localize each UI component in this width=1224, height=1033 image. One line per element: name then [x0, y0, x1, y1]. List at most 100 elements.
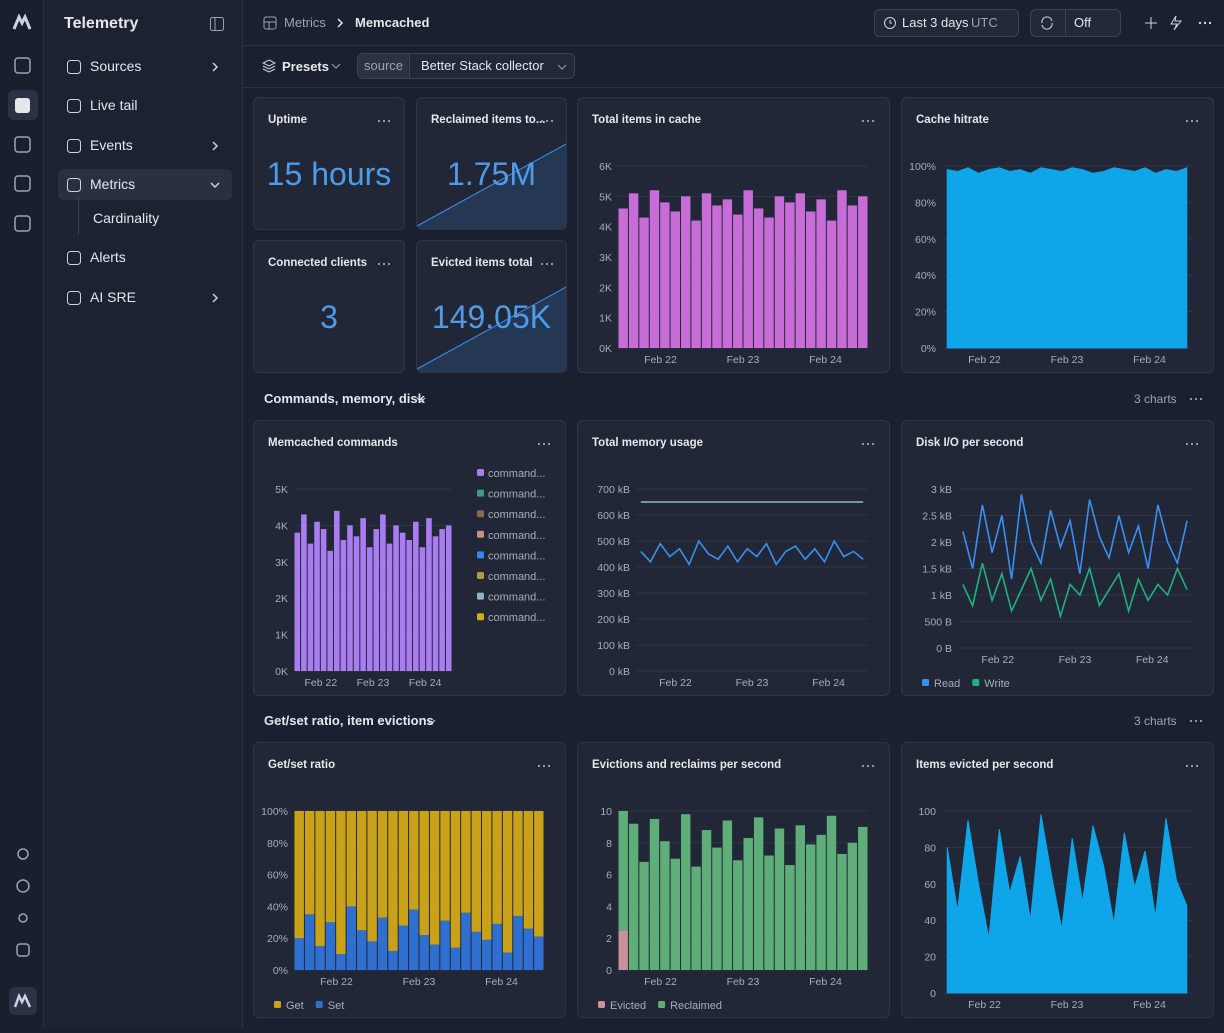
bar [816, 834, 826, 970]
filter[interactable]: source Better Stack collector [357, 53, 575, 79]
nav-item[interactable]: Cardinality [78, 203, 232, 234]
x-tick-label: Feb 22 [320, 976, 353, 988]
nav-item[interactable]: Alerts [58, 242, 232, 273]
nav-item[interactable]: Sources [58, 51, 232, 82]
refresh[interactable]: Off [1030, 9, 1121, 37]
bar [315, 946, 325, 970]
more-menu[interactable] [1184, 118, 1200, 124]
bar [367, 811, 377, 942]
more-menu[interactable] [536, 763, 552, 769]
bar [304, 914, 315, 970]
y-tick-label: 60% [915, 234, 936, 246]
y-tick-label: 200 kB [597, 614, 630, 626]
y-tick-label: 40 [924, 915, 936, 927]
more-menu[interactable] [536, 441, 552, 447]
bar [858, 196, 868, 348]
y-tick-label: 40% [915, 270, 936, 282]
more-menu[interactable] [1188, 396, 1204, 402]
sidebar-title: Telemetry [64, 15, 139, 32]
x-tick-label: Feb 22 [644, 354, 677, 366]
nav-item[interactable]: Metrics [58, 169, 232, 200]
presets[interactable]: Presets [282, 59, 329, 74]
refresh-label: Off [1074, 15, 1092, 30]
time-range[interactable]: Last 3 days UTC [874, 9, 1019, 37]
filter-value: Better Stack collector [421, 58, 544, 73]
more-menu[interactable] [1184, 441, 1200, 447]
x-tick-label: Feb 22 [644, 976, 677, 988]
chart-title: Disk I/O per second [916, 437, 1024, 449]
dot [871, 442, 875, 446]
bar [492, 923, 502, 970]
timezone: UTC [971, 15, 998, 30]
bar [426, 518, 432, 671]
dot [382, 119, 386, 123]
more-menu[interactable] [539, 118, 555, 124]
chevron [212, 62, 219, 72]
dot [1185, 442, 1189, 446]
bar [440, 811, 450, 921]
bar [858, 826, 868, 970]
stat-panel: Evicted items total 149.05K [416, 240, 567, 373]
more-menu[interactable] [860, 441, 876, 447]
chart-panel: Total memory usage 0 kB 100 kB 200 kB 300 kB… [577, 420, 890, 696]
bar [523, 811, 534, 929]
y-tick-label: 20 [924, 952, 936, 964]
y-tick-label: 300 kB [597, 588, 630, 600]
nav-item[interactable]: Events [58, 130, 232, 161]
breadcrumb[interactable]: Metrics [284, 15, 326, 30]
icon [67, 99, 81, 113]
sidebar: Telemetry Sources Live tail Events Metrics C… [44, 0, 243, 1028]
chevron-path [212, 141, 219, 151]
chart: 0 B 500 B 1 kB 1.5 kB 2 kB 2.5 kB 3 kB Feb 22 Fe… [922, 484, 1192, 690]
dot [1190, 442, 1194, 446]
y-tick-label: 6 [606, 870, 612, 882]
more-menu[interactable] [539, 261, 555, 267]
more-menu[interactable] [376, 118, 392, 124]
top-actions[interactable] [1143, 15, 1213, 31]
legend-swatch [598, 1001, 605, 1008]
bar [413, 521, 419, 671]
bar [440, 920, 450, 970]
more-menu[interactable] [376, 261, 392, 267]
section-title[interactable]: Get/set ratio, item evictions [264, 713, 434, 728]
y-tick-label: 0% [273, 965, 288, 977]
bar [837, 853, 847, 970]
nav-label: Cardinality [93, 210, 160, 226]
collapse-icon[interactable] [209, 16, 225, 32]
legend-label: command... [488, 530, 545, 542]
x-tick-label: Feb 24 [809, 354, 842, 366]
dot [871, 119, 875, 123]
bar [743, 838, 753, 970]
y-tick-label: 2 kB [931, 537, 952, 549]
y-tick-label: 60% [267, 870, 288, 882]
x-tick-label: Feb 24 [1136, 654, 1169, 666]
more-menu[interactable] [860, 763, 876, 769]
bar [346, 906, 356, 970]
x-tick-label: Feb 22 [305, 677, 338, 689]
chevron-path [210, 182, 220, 189]
section-title[interactable]: Commands, memory, disk [264, 391, 425, 406]
more-menu[interactable] [860, 118, 876, 124]
x-tick-label: Feb 24 [1133, 354, 1166, 366]
y-tick-label: 0 [606, 965, 612, 977]
nav-item[interactable]: Live tail [58, 90, 232, 121]
y-tick-label: 0 kB [609, 666, 630, 678]
chart-panel: Get/set ratio 0% 20% 40% 60% 80% 100% Feb 22 Feb… [253, 742, 566, 1018]
y-tick-label: 2 [606, 933, 612, 945]
dot [387, 119, 391, 123]
dot [377, 119, 381, 123]
more-menu[interactable] [1184, 763, 1200, 769]
y-tick-label: 4K [599, 222, 612, 234]
x-tick-label: Feb 23 [736, 677, 769, 689]
dot [550, 262, 554, 266]
dot [1185, 764, 1189, 768]
legend-swatch [477, 489, 484, 497]
bar [649, 818, 660, 970]
legend-label: command... [488, 509, 545, 521]
nav-item[interactable]: AI SRE [58, 282, 232, 313]
x-tick-label: Feb 24 [809, 976, 842, 988]
y-tick-label: 100% [909, 161, 936, 173]
legend-swatch [972, 679, 980, 686]
more-menu[interactable] [1188, 718, 1204, 724]
